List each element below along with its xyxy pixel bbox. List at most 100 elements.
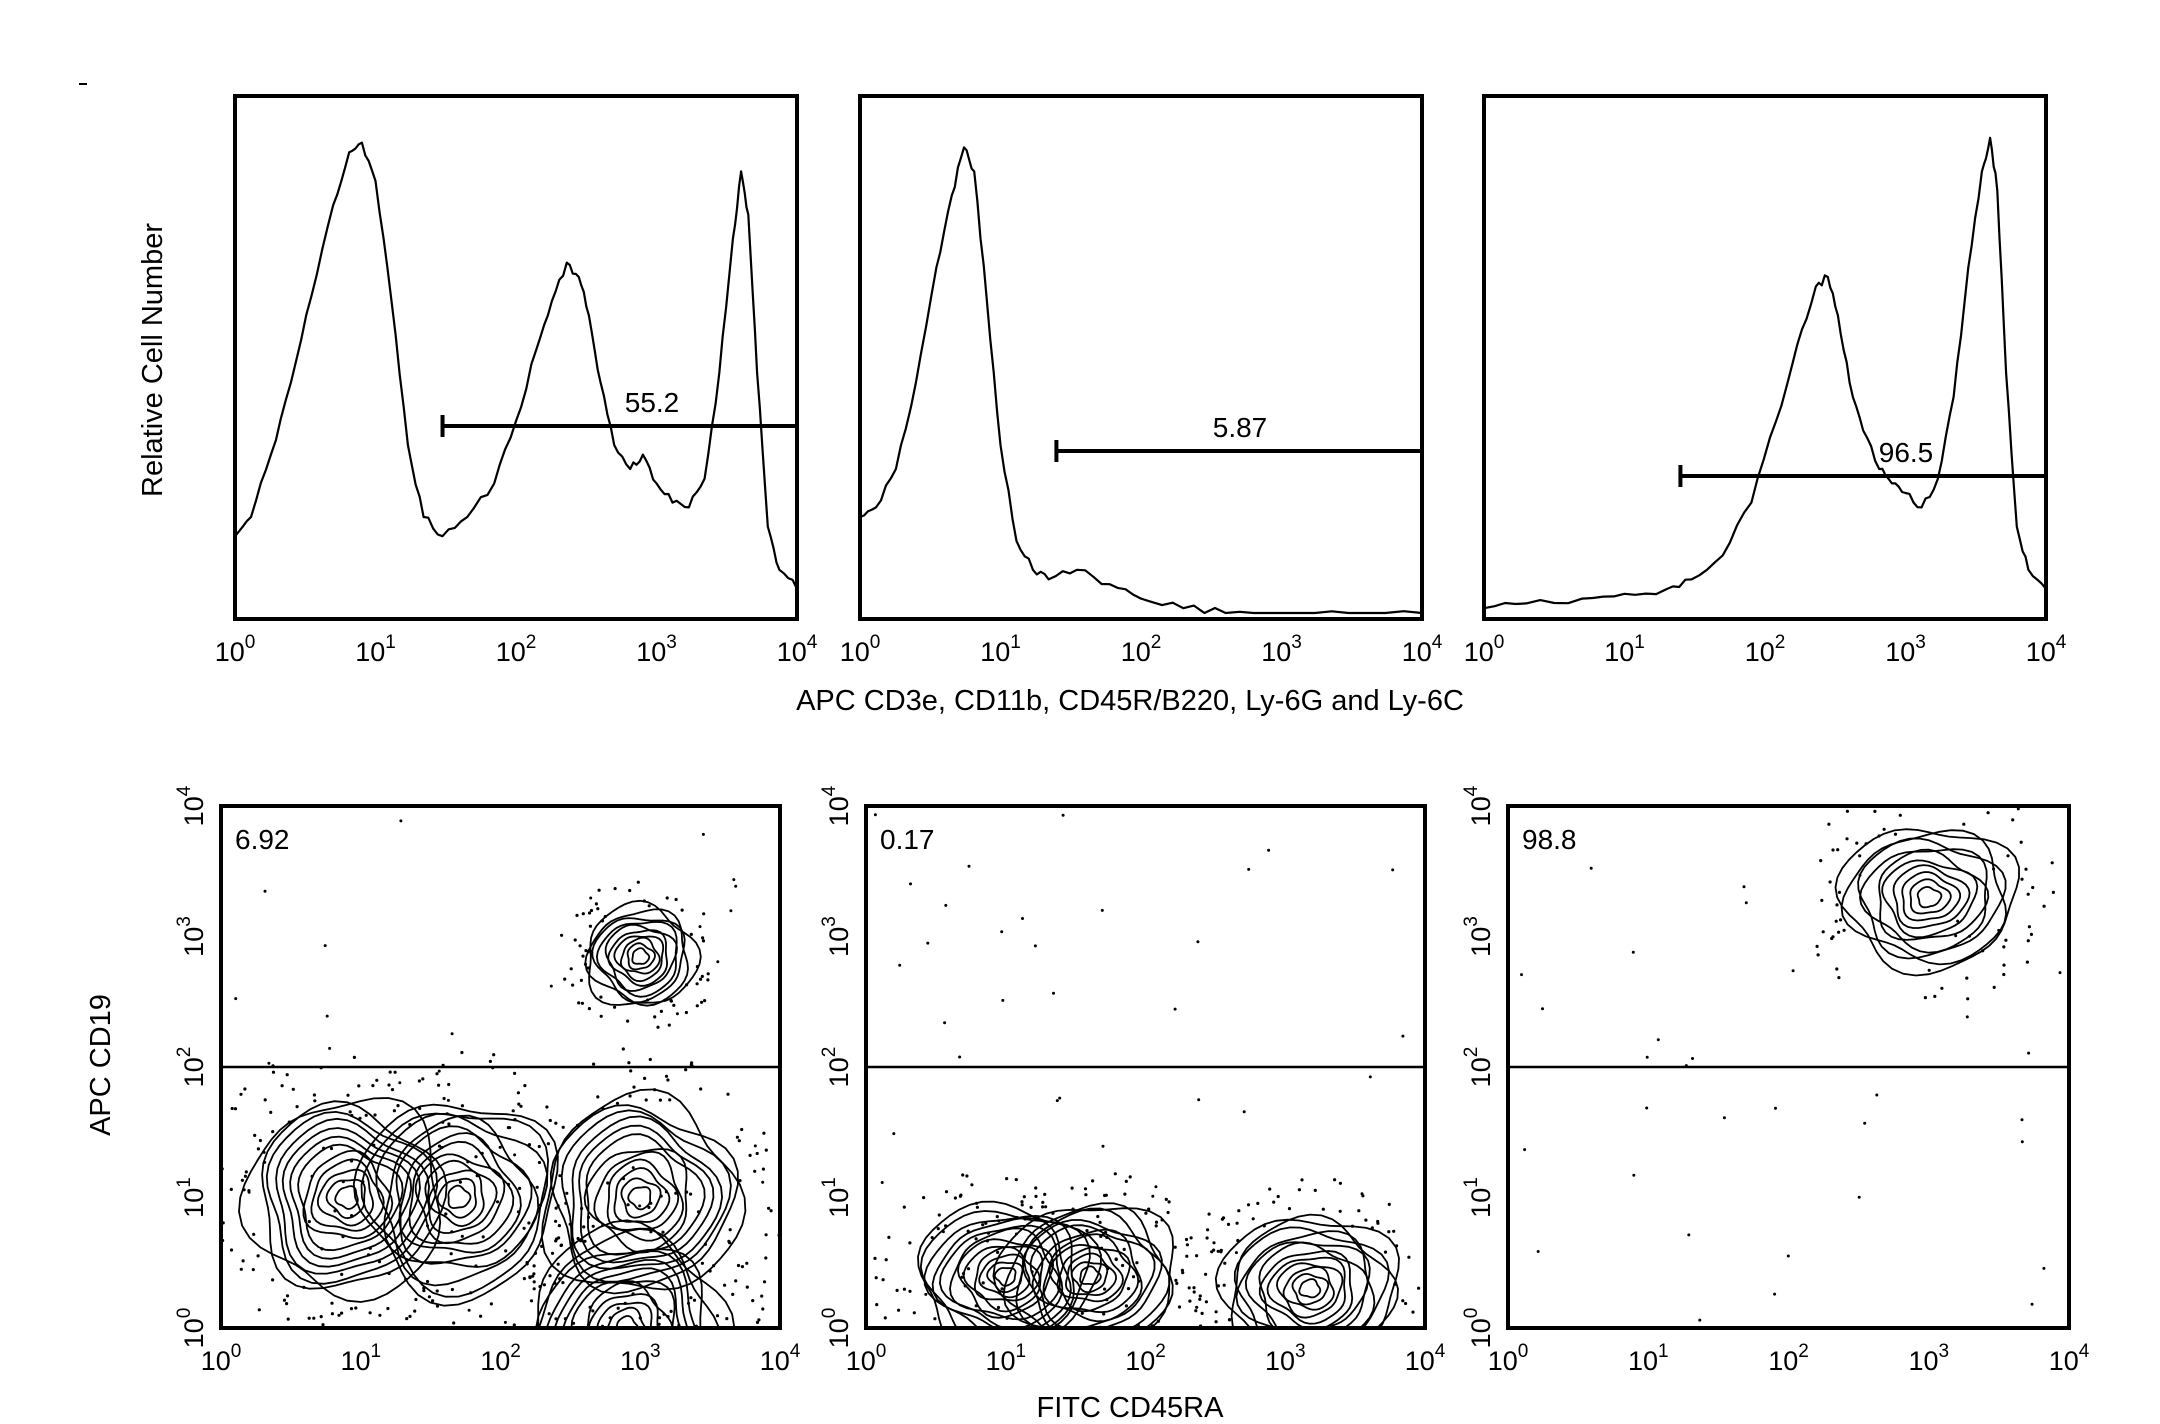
- event-dot: [527, 1221, 531, 1225]
- contour-population: [498, 1047, 780, 1328]
- event-dot: [481, 1235, 485, 1239]
- event-dot: [1864, 842, 1868, 846]
- event-dot: [936, 1227, 940, 1231]
- event-dot: [1858, 873, 1862, 877]
- event-dot: [2030, 1302, 2034, 1306]
- event-dot: [723, 1283, 727, 1287]
- event-dot: [1144, 1211, 1148, 1215]
- event-dot: [674, 897, 678, 902]
- event-dot: [729, 909, 733, 913]
- event-dot: [426, 1224, 429, 1228]
- event-dot: [1773, 1292, 1777, 1296]
- contour-line: [923, 1214, 1075, 1328]
- event-dot: [761, 1167, 766, 1171]
- event-dot: [302, 1285, 306, 1289]
- event-dot: [1192, 1286, 1196, 1290]
- event-dot: [959, 1345, 962, 1348]
- event-dot: [1294, 1390, 1297, 1393]
- event-dot: [1038, 1364, 1041, 1367]
- contour-line: [281, 1127, 421, 1268]
- event-dot: [1338, 1209, 1342, 1213]
- event-dot: [435, 1072, 439, 1076]
- event-dot: [583, 1239, 587, 1243]
- event-dot: [1216, 1249, 1220, 1253]
- event-dot: [1227, 1318, 1232, 1322]
- contour-line: [992, 1207, 1175, 1328]
- event-dot: [761, 1307, 765, 1311]
- event-dot: [511, 1109, 515, 1113]
- event-dot: [511, 1366, 514, 1369]
- event-dot: [699, 1087, 703, 1091]
- svg-text:100: 100: [1488, 1341, 1529, 1376]
- x-tick-label: 103: [636, 632, 677, 667]
- histogram-xlabel: APC CD3e, CD11b, CD45R/B220, Ly-6G and L…: [796, 685, 1464, 717]
- contour-line: [427, 1169, 485, 1228]
- event-dot: [2026, 939, 2030, 943]
- event-dot: [1411, 1310, 1415, 1314]
- event-dot: [1065, 1352, 1068, 1355]
- x-tick-label: 101: [340, 1341, 381, 1376]
- event-dot: [427, 1295, 431, 1299]
- event-dot: [1392, 1229, 1396, 1233]
- event-dot: [701, 936, 705, 940]
- event-dot: [1268, 1187, 1272, 1191]
- event-dot: [1192, 1290, 1196, 1294]
- contour-line: [588, 899, 702, 1006]
- x-tick-label: 101: [1628, 1341, 1669, 1376]
- event-dot: [258, 1138, 262, 1143]
- event-dot: [895, 1288, 899, 1292]
- event-dot: [1023, 1217, 1027, 1221]
- event-dot: [546, 1142, 551, 1146]
- event-dot: [512, 1323, 516, 1327]
- event-dot: [1041, 1205, 1045, 1209]
- event-dot: [421, 1077, 425, 1081]
- event-dot: [944, 1190, 949, 1194]
- event-dot: [898, 963, 902, 967]
- event-dot: [1835, 967, 1839, 971]
- event-dot: [1090, 1341, 1093, 1344]
- event-dot: [667, 1023, 671, 1027]
- event-dot: [1828, 880, 1832, 884]
- event-dot: [707, 1401, 710, 1404]
- event-dot: [1195, 1305, 1199, 1309]
- event-dot: [533, 1251, 538, 1255]
- event-dot: [669, 999, 674, 1003]
- contour-line: [1244, 1241, 1371, 1328]
- svg-text:101: 101: [985, 1341, 1026, 1376]
- event-dot: [1276, 1194, 1280, 1199]
- event-dot: [1956, 919, 1960, 923]
- event-dot: [473, 1345, 476, 1348]
- event-dot: [518, 1186, 522, 1190]
- event-dot: [685, 1190, 689, 1194]
- svg-text:104: 104: [2049, 1341, 2090, 1376]
- event-dot: [460, 1104, 464, 1108]
- event-dot: [1432, 1321, 1435, 1324]
- plot-area: [221, 819, 780, 1404]
- event-dot: [588, 924, 593, 928]
- event-dot: [961, 1173, 965, 1177]
- x-tick-label: 102: [1745, 632, 1786, 667]
- event-dot: [1207, 1212, 1211, 1216]
- event-dot: [435, 1289, 439, 1293]
- event-dot: [1401, 1034, 1405, 1038]
- event-dot: [469, 1291, 473, 1295]
- event-dot: [375, 1078, 379, 1082]
- event-dot: [2020, 1118, 2024, 1122]
- event-dot: [319, 1315, 323, 1319]
- event-dot: [251, 1268, 255, 1272]
- event-dot: [965, 1174, 969, 1178]
- event-dot: [1370, 1226, 1374, 1230]
- event-dot: [1188, 1299, 1192, 1303]
- contour-line: [1291, 1273, 1330, 1306]
- event-dot: [689, 1192, 693, 1196]
- event-dot: [1791, 969, 1795, 973]
- event-dot: [589, 896, 593, 900]
- event-dot: [933, 1317, 937, 1321]
- event-dot: [939, 1366, 942, 1369]
- event-dot: [556, 1204, 560, 1208]
- contour-line: [545, 1250, 697, 1328]
- event-dot: [1830, 936, 1834, 941]
- event-dot: [563, 977, 567, 981]
- event-dot: [732, 878, 736, 882]
- plot-area: [1520, 807, 2062, 1328]
